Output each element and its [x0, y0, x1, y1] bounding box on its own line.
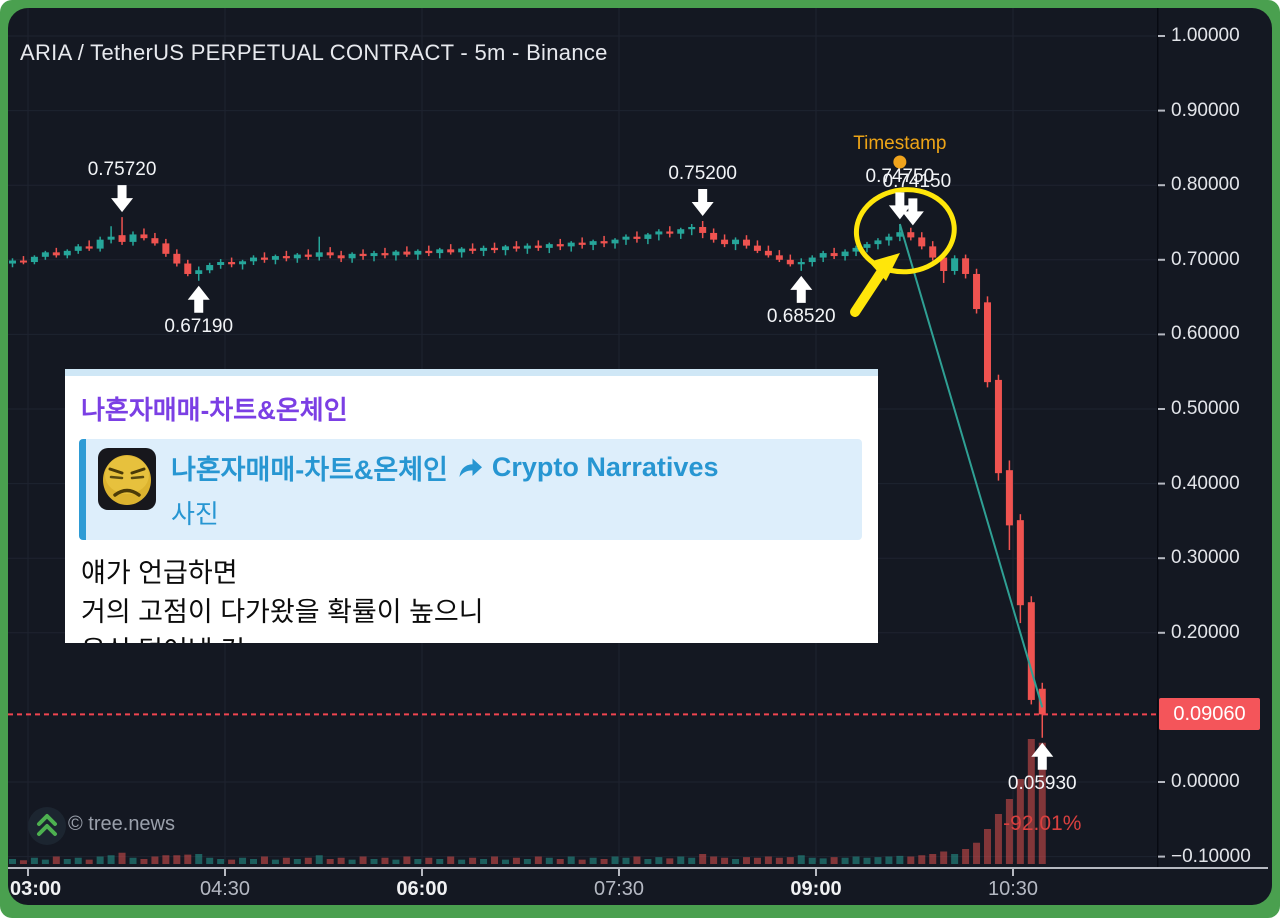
annotation-arrow	[869, 253, 900, 281]
telegram-channel-name[interactable]: 나혼자매매-차트&온체인	[81, 395, 348, 425]
down-arrow-icon	[111, 185, 134, 213]
grumpy-face-emoji-icon	[103, 455, 151, 505]
up-arrow-icon	[790, 275, 813, 303]
telegram-quote-target[interactable]: Crypto Narratives	[491, 452, 719, 482]
telegram-quote-channel[interactable]: 나혼자매매-차트&온체인	[171, 455, 448, 485]
telegram-quote-media-label[interactable]: 사진	[171, 499, 219, 529]
telegram-message-body: 얘가 언급하면 거의 고점이 다가왔을 확률이 높으니 욕심 덜어낼 것	[65, 540, 878, 643]
down-arrow-icon	[691, 189, 714, 217]
up-arrow-icon	[187, 285, 210, 313]
down-arrow-icon	[888, 192, 911, 220]
message-line: 얘가 언급하면	[81, 558, 238, 588]
telegram-top-strip	[65, 369, 878, 376]
highlight-circle	[853, 187, 957, 275]
forward-arrow-icon	[459, 458, 482, 477]
timestamp-dot	[893, 155, 907, 169]
telegram-avatar	[98, 448, 156, 510]
up-arrow-icon	[1031, 742, 1054, 770]
down-arrow-icon	[901, 198, 924, 226]
telegram-forwarded-quote[interactable]: 나혼자매매-차트&온체인 Crypto Narratives 사진	[79, 439, 862, 540]
message-line: 욕심 덜어낼 것	[81, 632, 862, 643]
message-line: 거의 고점이 다가왔을 확률이 높으니	[81, 597, 484, 627]
telegram-message-overlay: 나혼자매매-차트&온체인 나혼자매매-차트&온체인	[65, 369, 878, 643]
